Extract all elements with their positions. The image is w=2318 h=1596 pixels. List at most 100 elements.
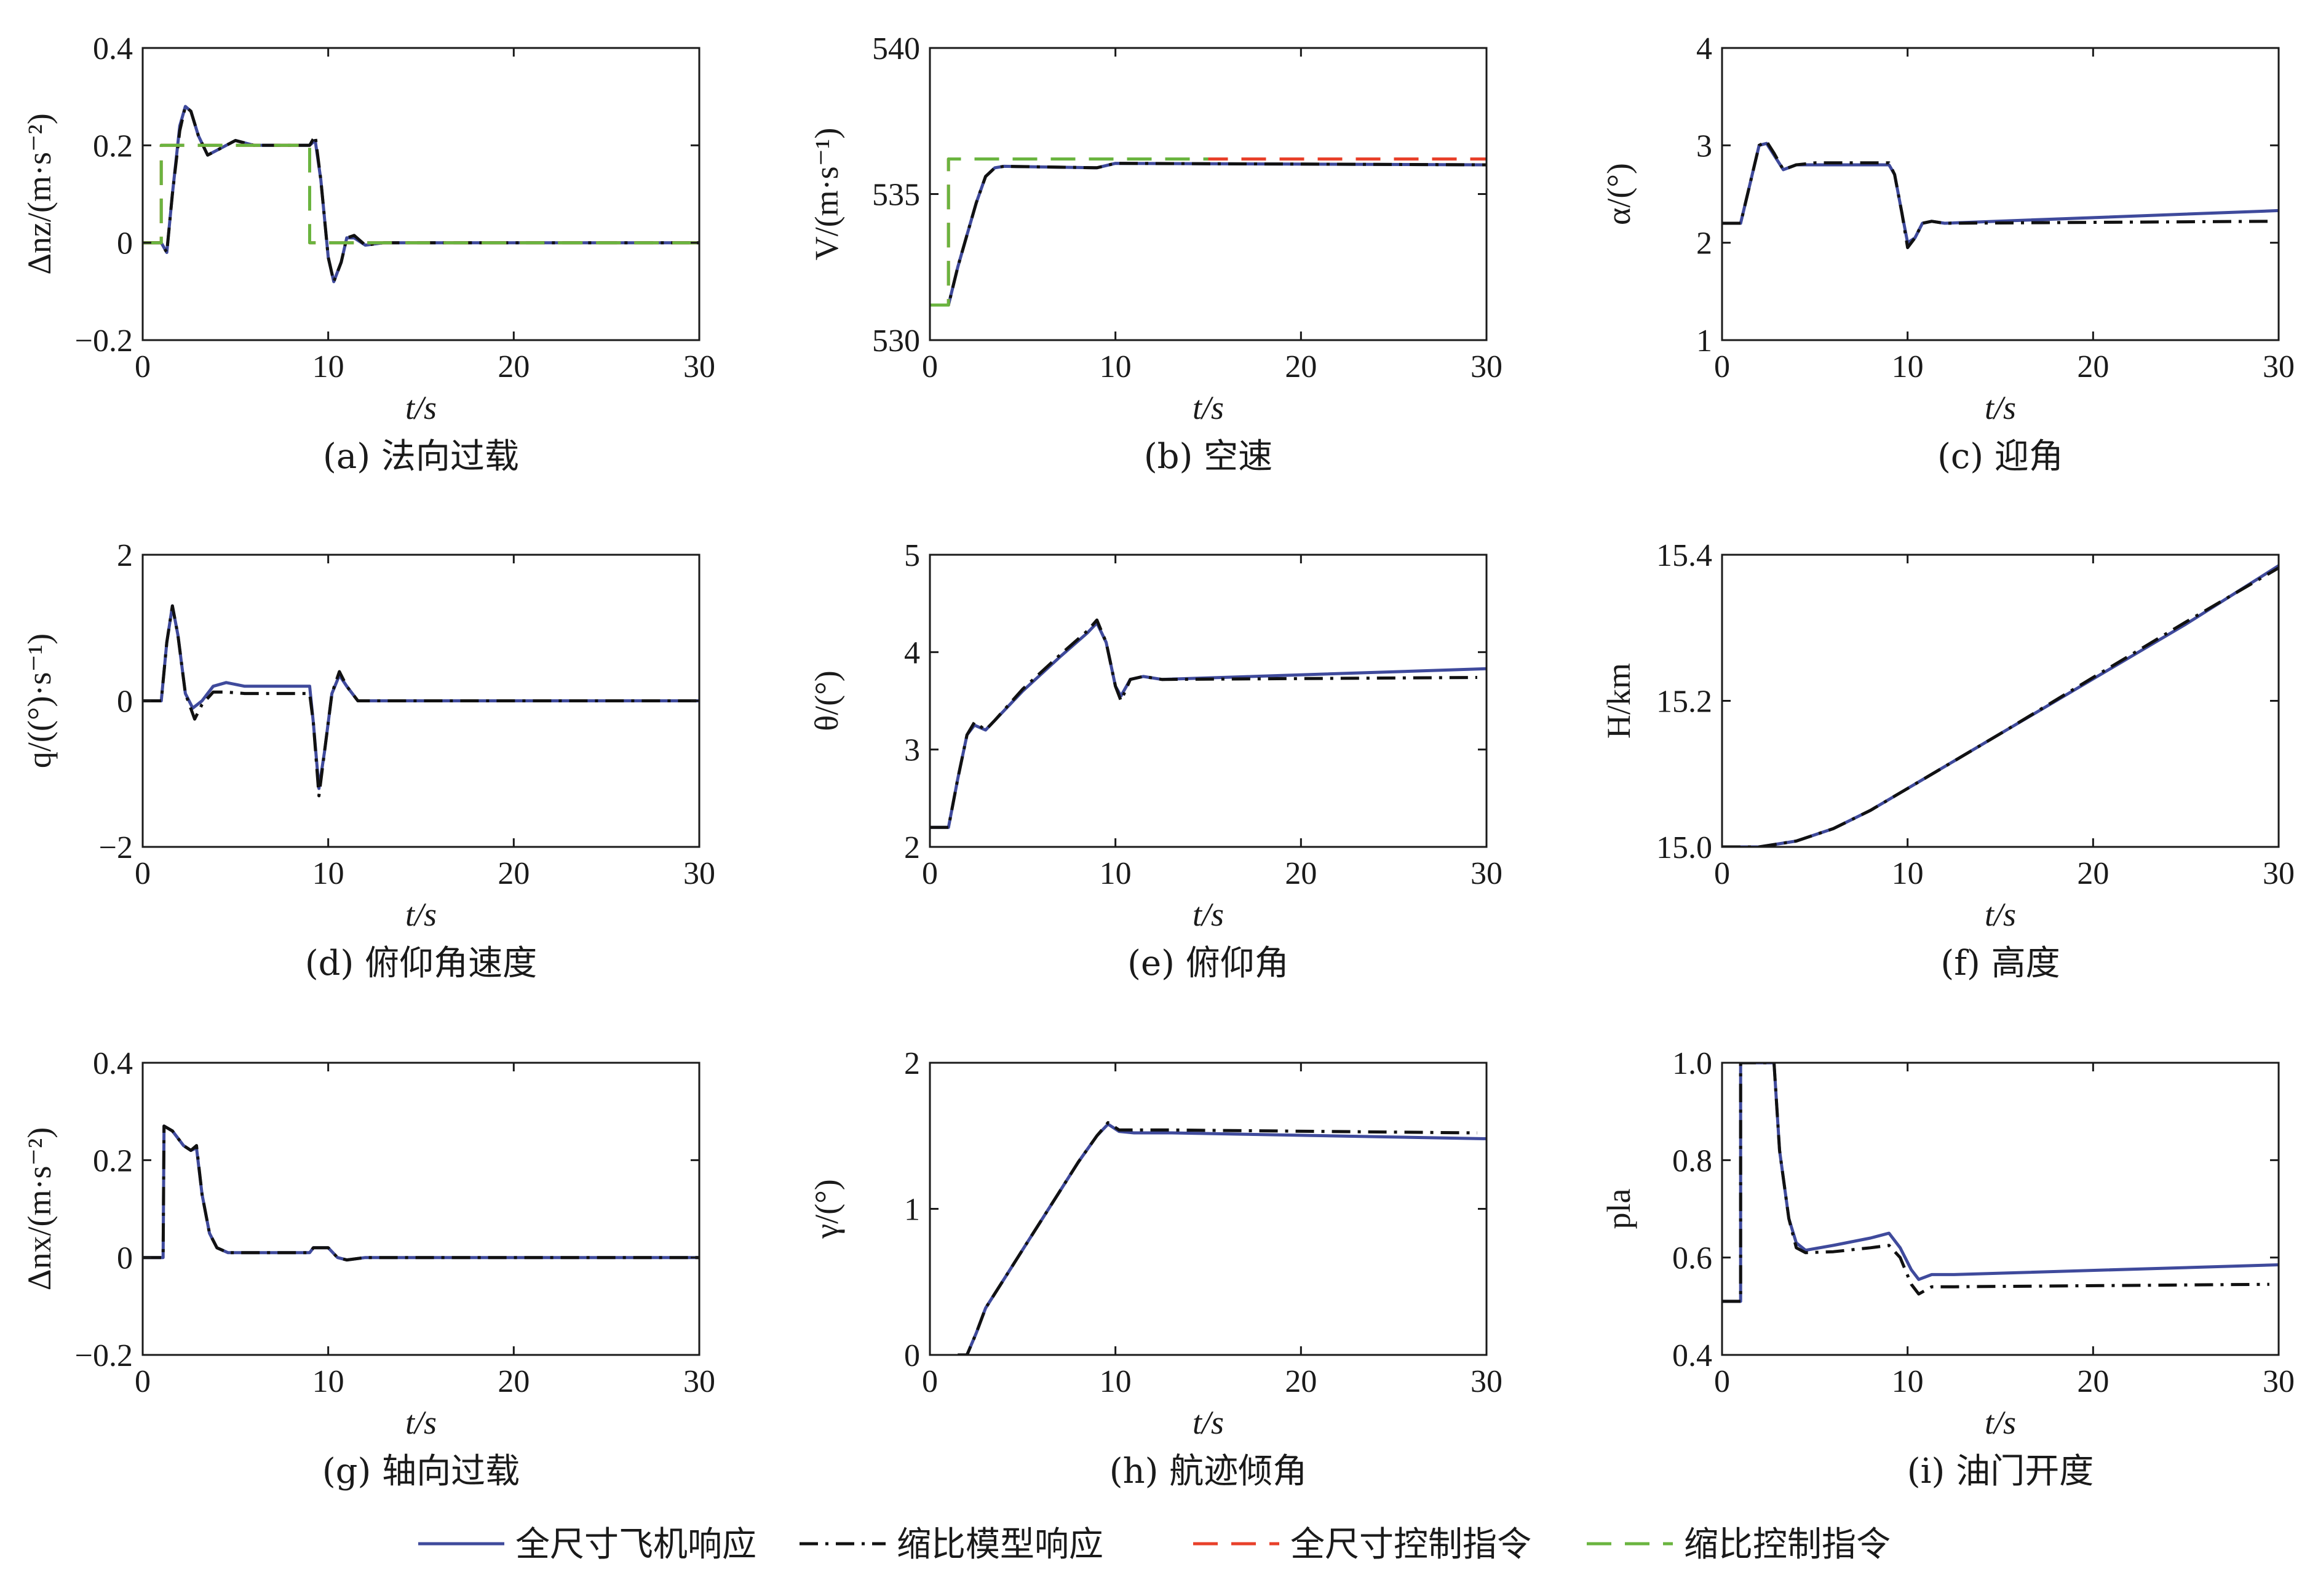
series-line	[143, 604, 699, 798]
series-line	[143, 604, 699, 790]
series-line	[143, 105, 699, 284]
series-line	[143, 105, 699, 284]
chart-panel: 0 10 20 30 1 2 3 4 t/s α/(°) (c) 迎角	[1600, 31, 2295, 477]
chart-panel: 0 10 20 30 0.4 0.6 0.8 1.0 t/s pla (i) 油门开度	[1600, 1046, 2295, 1491]
x-tick-label: 0	[135, 349, 151, 384]
series-line	[1722, 566, 2279, 847]
x-tick-label: 10	[1892, 856, 1924, 891]
x-tick-label: 30	[683, 856, 715, 891]
x-tick-label: 0	[135, 1364, 151, 1399]
x-tick-label: 0	[922, 1364, 938, 1399]
y-tick-label: 0.2	[93, 129, 133, 164]
series-line	[930, 618, 1477, 829]
y-tick-label: 0.6	[1672, 1241, 1712, 1276]
y-tick-label: 2	[904, 1046, 920, 1081]
series-line	[930, 162, 1486, 307]
y-tick-label: 0.4	[93, 31, 133, 66]
series-group	[958, 1121, 1486, 1355]
panel-caption: (f) 高度	[1940, 943, 2060, 983]
series-line	[958, 1122, 1486, 1355]
y-tick-label: 0.8	[1672, 1143, 1712, 1178]
x-axis-label: t/s	[1193, 896, 1224, 933]
x-axis-label: t/s	[1193, 1404, 1224, 1441]
series-line	[930, 621, 1486, 829]
legend-label: 缩比控制指令	[1684, 1525, 1891, 1565]
series-line	[143, 143, 699, 245]
series-group	[143, 1124, 699, 1262]
series-line	[958, 1121, 1477, 1355]
x-tick-label: 30	[1471, 349, 1502, 384]
x-tick-label: 20	[498, 349, 530, 384]
y-axis-label: θ/(°)	[808, 670, 845, 731]
x-axis-label: t/s	[1985, 1404, 2016, 1441]
series-group	[1722, 1063, 2279, 1303]
x-tick-label: 20	[2077, 856, 2109, 891]
panel-caption: (g) 轴向过载	[322, 1451, 520, 1491]
legend-label: 缩比模型响应	[897, 1525, 1103, 1565]
x-tick-label: 0	[922, 856, 938, 891]
x-axis-label: t/s	[1193, 389, 1224, 426]
series-line	[1722, 141, 2279, 245]
series-group	[143, 105, 699, 284]
x-tick-label: 20	[1285, 856, 1317, 891]
chart-panel: 0 10 20 30 0 1 2 t/s γ/(°) (h) 航迹倾角	[808, 1046, 1502, 1491]
y-axis-label: q/((°)·s⁻¹)	[21, 633, 58, 768]
y-tick-label: 3	[904, 733, 920, 768]
x-tick-label: 20	[1285, 1364, 1317, 1399]
x-tick-label: 10	[1100, 349, 1132, 384]
x-tick-label: 10	[312, 349, 344, 384]
y-tick-label: 0.4	[1672, 1338, 1712, 1373]
y-tick-label: 3	[1696, 129, 1712, 164]
y-tick-label: −0.2	[75, 324, 133, 359]
series-line	[1722, 1063, 2269, 1303]
x-tick-label: 30	[1471, 856, 1502, 891]
x-tick-label: 20	[498, 856, 530, 891]
series-group	[143, 604, 699, 798]
series-line	[930, 157, 1486, 307]
x-tick-label: 20	[2077, 1364, 2109, 1399]
x-tick-label: 30	[2263, 1364, 2295, 1399]
x-tick-label: 10	[1892, 349, 1924, 384]
plot-frame	[141, 1062, 701, 1356]
series-line	[930, 162, 1486, 307]
y-tick-label: 1	[1696, 324, 1712, 359]
x-tick-label: 20	[2077, 349, 2109, 384]
y-tick-label: 535	[872, 178, 920, 213]
x-axis-label: t/s	[1985, 389, 2016, 426]
panel-caption: (e) 俯仰角	[1127, 943, 1289, 983]
panel-caption: (b) 空速	[1144, 437, 1272, 477]
x-axis-label: t/s	[405, 389, 437, 426]
x-tick-label: 0	[135, 856, 151, 891]
plot-frame	[929, 1062, 1488, 1356]
y-tick-label: 0	[117, 226, 133, 261]
x-tick-label: 10	[312, 1364, 344, 1399]
y-axis-label: H/km	[1600, 663, 1637, 739]
chart-panel: 0 10 20 30 530 535 540 t/s V/(m·s⁻¹) (b) 空速	[808, 31, 1502, 477]
y-axis-label: γ/(°)	[808, 1179, 845, 1239]
series-line	[143, 1124, 699, 1262]
y-tick-label: 0.2	[93, 1143, 133, 1178]
series-group	[930, 618, 1486, 829]
legend-entry-scaled-model-response: 缩比模型响应	[800, 1525, 1103, 1565]
x-tick-label: 30	[683, 349, 715, 384]
y-tick-label: 0	[117, 685, 133, 720]
y-tick-label: −2	[99, 830, 133, 865]
y-axis-label: Δnz/(m·s⁻²)	[21, 113, 58, 274]
legend: 全尺寸飞机响应 缩比模型响应 全尺寸控制指令 缩比控制指令	[418, 1525, 1891, 1565]
x-tick-label: 30	[2263, 349, 2295, 384]
plot-frame	[1721, 1062, 2280, 1356]
y-axis-label: V/(m·s⁻¹)	[808, 128, 845, 261]
series-group	[1722, 564, 2279, 847]
y-tick-label: 0	[904, 1338, 920, 1373]
y-tick-label: 15.4	[1656, 538, 1712, 573]
plot-frame	[1721, 47, 2280, 341]
y-tick-label: 530	[872, 324, 920, 359]
y-tick-label: 0.4	[93, 1046, 133, 1081]
x-tick-label: 10	[1100, 856, 1132, 891]
series-line	[143, 143, 699, 245]
chart-panel: 0 10 20 30 15.0 15.2 15.4 t/s H/km (f) 高度	[1600, 538, 2295, 983]
